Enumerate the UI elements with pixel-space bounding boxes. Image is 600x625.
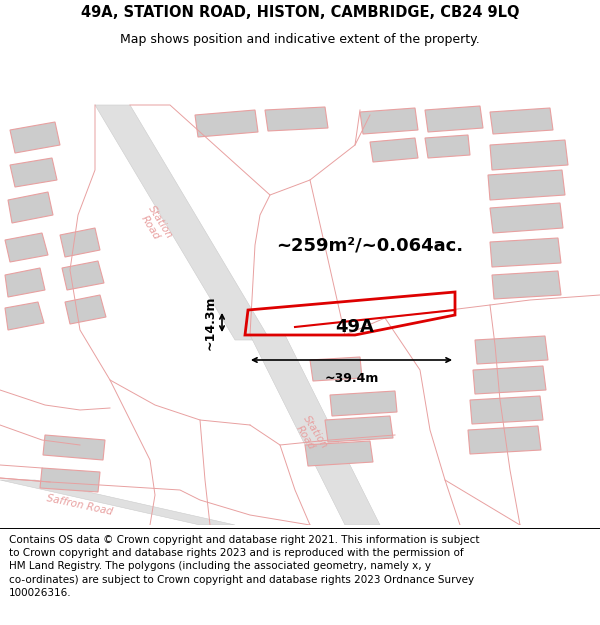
- Polygon shape: [65, 295, 106, 324]
- Polygon shape: [492, 271, 561, 299]
- Polygon shape: [360, 108, 418, 134]
- Polygon shape: [10, 158, 57, 187]
- Polygon shape: [310, 357, 362, 381]
- Polygon shape: [330, 391, 397, 416]
- Polygon shape: [325, 416, 393, 442]
- Polygon shape: [475, 336, 548, 364]
- Text: Station
Road: Station Road: [291, 414, 329, 456]
- Polygon shape: [8, 192, 53, 223]
- Polygon shape: [250, 335, 380, 525]
- Polygon shape: [425, 106, 483, 132]
- Polygon shape: [490, 140, 568, 170]
- Text: 49A: 49A: [335, 318, 374, 336]
- Polygon shape: [95, 105, 270, 340]
- Text: Station
Road: Station Road: [136, 204, 174, 246]
- Polygon shape: [473, 366, 546, 394]
- Polygon shape: [470, 396, 543, 424]
- Polygon shape: [5, 302, 44, 330]
- Text: Contains OS data © Crown copyright and database right 2021. This information is : Contains OS data © Crown copyright and d…: [9, 535, 479, 598]
- Polygon shape: [43, 435, 105, 460]
- Polygon shape: [5, 268, 45, 297]
- Polygon shape: [5, 233, 48, 262]
- Polygon shape: [490, 203, 563, 233]
- Polygon shape: [425, 135, 470, 158]
- Polygon shape: [60, 228, 100, 257]
- Polygon shape: [62, 261, 104, 290]
- Text: Map shows position and indicative extent of the property.: Map shows position and indicative extent…: [120, 32, 480, 46]
- Text: ~39.4m: ~39.4m: [325, 372, 379, 385]
- Polygon shape: [490, 238, 561, 267]
- Polygon shape: [490, 108, 553, 134]
- Text: ~259m²/~0.064ac.: ~259m²/~0.064ac.: [277, 236, 464, 254]
- Polygon shape: [305, 441, 373, 466]
- Polygon shape: [370, 138, 418, 162]
- Polygon shape: [468, 426, 541, 454]
- Polygon shape: [195, 110, 258, 137]
- Text: 49A, STATION ROAD, HISTON, CAMBRIDGE, CB24 9LQ: 49A, STATION ROAD, HISTON, CAMBRIDGE, CB…: [81, 5, 519, 20]
- Polygon shape: [40, 468, 100, 492]
- Text: ~14.3m: ~14.3m: [204, 295, 217, 350]
- Polygon shape: [0, 480, 235, 525]
- Text: Saffron Road: Saffron Road: [46, 493, 114, 517]
- Polygon shape: [265, 107, 328, 131]
- Polygon shape: [10, 122, 60, 153]
- Polygon shape: [488, 170, 565, 200]
